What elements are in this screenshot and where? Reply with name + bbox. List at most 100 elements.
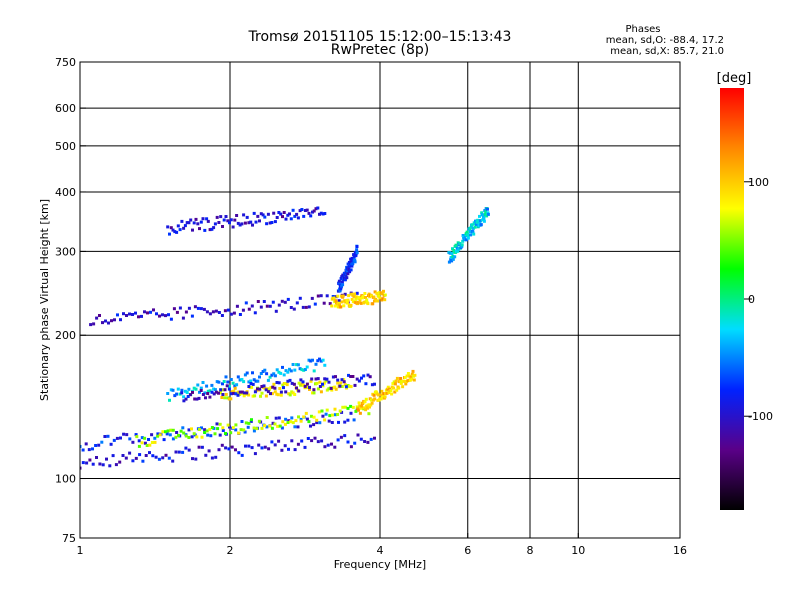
data-point	[175, 310, 179, 314]
data-point	[361, 401, 365, 405]
data-point	[346, 272, 350, 276]
data-point	[214, 455, 218, 459]
data-point	[279, 212, 283, 216]
data-point	[135, 435, 139, 439]
data-point	[251, 223, 254, 227]
data-point	[280, 426, 284, 430]
data-point	[222, 218, 226, 222]
data-point	[289, 420, 293, 424]
data-point	[466, 236, 470, 240]
data-point	[316, 440, 320, 444]
data-point	[353, 260, 357, 264]
y-tick-label: 200	[55, 329, 76, 342]
data-point	[299, 417, 303, 421]
data-point	[471, 226, 475, 230]
data-point	[228, 425, 231, 429]
data-point	[197, 396, 201, 400]
data-point	[208, 228, 212, 232]
data-point	[221, 388, 225, 392]
data-point	[310, 439, 314, 443]
data-point	[181, 426, 185, 430]
data-point	[267, 388, 271, 392]
data-point	[168, 433, 172, 437]
data-point	[382, 289, 385, 293]
data-point	[320, 439, 324, 443]
data-point	[318, 212, 321, 216]
data-point	[294, 419, 298, 423]
data-point	[95, 316, 99, 320]
data-point	[359, 406, 363, 410]
y-tick-label: 600	[55, 102, 76, 115]
data-point	[182, 395, 186, 399]
data-point	[323, 377, 327, 381]
data-point	[237, 431, 240, 435]
data-point	[406, 372, 410, 375]
data-point	[177, 433, 180, 437]
data-point	[221, 393, 225, 396]
data-point	[292, 307, 296, 311]
data-point	[341, 405, 345, 409]
data-point	[345, 301, 349, 305]
data-point	[167, 313, 170, 317]
data-point	[324, 379, 328, 383]
data-point	[225, 384, 229, 388]
data-point	[247, 444, 251, 448]
data-point	[316, 359, 320, 363]
data-point	[212, 387, 216, 391]
data-point	[337, 301, 341, 305]
data-point	[291, 421, 295, 425]
data-point	[201, 381, 205, 384]
data-point	[280, 448, 284, 452]
data-point	[240, 222, 244, 226]
data-point	[334, 375, 337, 379]
data-point	[252, 378, 256, 382]
data-point	[233, 386, 237, 390]
data-point	[283, 422, 287, 426]
data-point	[161, 430, 165, 434]
data-point	[277, 439, 281, 443]
data-point	[131, 459, 135, 463]
data-point	[401, 385, 405, 389]
data-point	[366, 406, 370, 410]
data-point	[453, 255, 457, 259]
data-point	[165, 432, 169, 436]
x-tick-label: 4	[377, 544, 384, 557]
data-point	[107, 321, 110, 325]
data-point	[461, 239, 465, 243]
data-point	[287, 419, 291, 423]
data-point	[357, 379, 361, 383]
data-point	[349, 375, 353, 378]
data-point	[284, 217, 288, 221]
data-point	[290, 439, 294, 443]
data-point	[169, 317, 173, 321]
data-point	[201, 217, 205, 221]
data-point	[236, 390, 240, 394]
data-point	[380, 389, 384, 393]
data-point	[210, 456, 214, 460]
data-point	[217, 311, 221, 314]
data-point	[347, 294, 351, 298]
data-point	[346, 418, 350, 422]
data-point	[304, 305, 308, 309]
data-point	[152, 308, 155, 312]
data-point	[277, 303, 281, 307]
data-point	[397, 386, 401, 390]
data-point	[451, 255, 455, 258]
data-point	[339, 381, 343, 385]
data-point	[307, 211, 311, 215]
data-point	[243, 221, 247, 225]
data-point	[480, 211, 484, 215]
data-point	[313, 436, 317, 440]
data-point	[260, 446, 264, 450]
grid-lines	[79, 62, 681, 538]
data-point	[305, 365, 309, 369]
data-point	[218, 422, 222, 426]
data-point	[301, 380, 305, 384]
data-point	[203, 431, 207, 434]
data-point	[290, 416, 294, 420]
data-point	[465, 230, 469, 234]
data-point	[368, 405, 371, 409]
data-point	[87, 448, 91, 452]
phase-stats-x: mean, sd,X: 85.7, 21.0	[610, 46, 724, 57]
data-point	[308, 385, 311, 389]
